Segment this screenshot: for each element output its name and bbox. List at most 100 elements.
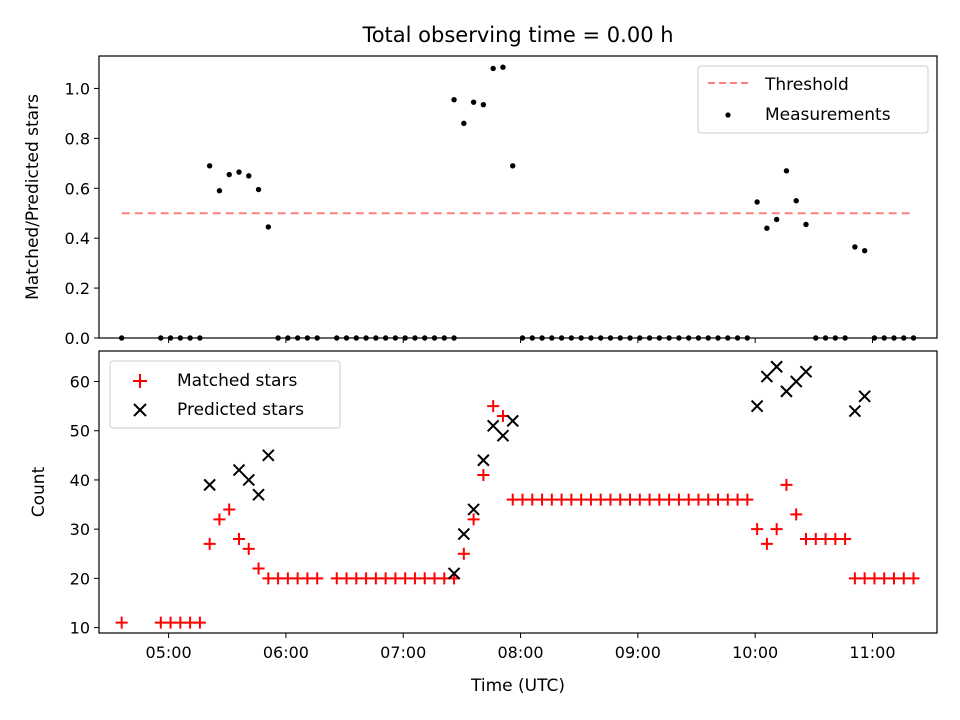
ratio-y-tick-label: 0.8 bbox=[65, 129, 90, 148]
predicted-star-point bbox=[457, 527, 471, 541]
matched-star-point bbox=[213, 513, 226, 526]
legend-threshold-label: Threshold bbox=[764, 75, 849, 95]
x-tick-label: 09:00 bbox=[615, 643, 661, 662]
measurement-point bbox=[226, 171, 232, 178]
predicted-star-point bbox=[790, 375, 803, 388]
matched-star-point bbox=[487, 400, 500, 413]
measurement-point bbox=[793, 198, 799, 204]
legend-matched-swatch bbox=[133, 374, 147, 388]
measurement-point bbox=[764, 225, 770, 231]
ratio-panel: 0.0 0.2 0.4 0.6 0.8 1.0 Matched/Predicted sta… bbox=[23, 55, 938, 348]
predicted-star-point bbox=[780, 385, 793, 398]
matched-star-point bbox=[780, 478, 793, 491]
predicted-star-point bbox=[760, 370, 774, 383]
matched-star-point bbox=[115, 616, 128, 629]
predicted-star-point bbox=[770, 360, 783, 373]
ratio-y-tick-label: 0.4 bbox=[65, 229, 90, 248]
count-y-axis-label: Count bbox=[29, 466, 49, 517]
matched-star-point bbox=[232, 533, 245, 545]
ratio-y-tick-label: 0.6 bbox=[65, 179, 90, 198]
predicted-star-point bbox=[467, 503, 480, 516]
measurement-point bbox=[470, 99, 477, 105]
legend-measurements-swatch bbox=[725, 112, 731, 118]
measurement-point bbox=[451, 96, 457, 103]
ratio-y-tick-label: 0.0 bbox=[65, 329, 90, 348]
ratio-y-axis-label: Matched/Predicted stars bbox=[23, 94, 43, 300]
predicted-star-point bbox=[750, 399, 764, 413]
predicted-star-point bbox=[252, 488, 265, 501]
predicted-star-point bbox=[242, 473, 255, 487]
count-y-tick-label: 30 bbox=[70, 520, 90, 539]
predicted-star-point bbox=[447, 567, 461, 580]
matched-star-point bbox=[907, 572, 920, 585]
matched-star-point bbox=[252, 562, 265, 575]
matched-star-point bbox=[839, 533, 852, 545]
measurement-point bbox=[206, 163, 213, 169]
count-y-tick-label: 40 bbox=[70, 471, 90, 490]
count-legend: Matched stars Predicted stars bbox=[109, 360, 341, 429]
measurement-point bbox=[773, 216, 780, 223]
measurement-point bbox=[500, 64, 506, 70]
x-tick-label: 08:00 bbox=[497, 643, 543, 662]
predicted-star-point bbox=[203, 478, 216, 492]
predicted-star-point bbox=[486, 419, 500, 433]
x-tick-label: 05:00 bbox=[146, 643, 192, 662]
predicted-star-point bbox=[506, 414, 519, 428]
count-y-tick-label: 10 bbox=[70, 619, 90, 638]
predicted-star-point bbox=[477, 454, 490, 467]
matched-star-point bbox=[457, 547, 470, 560]
predicted-star-point bbox=[262, 449, 275, 462]
matched-star-point bbox=[760, 537, 773, 550]
matched-star-point bbox=[477, 469, 490, 482]
ratio-legend-box bbox=[697, 65, 929, 134]
measurement-point bbox=[265, 224, 272, 230]
ratio-y-tick-label: 0.2 bbox=[65, 279, 90, 298]
measurement-point bbox=[255, 186, 262, 193]
legend-predicted-swatch bbox=[133, 403, 147, 417]
count-y-tick-label: 20 bbox=[70, 569, 90, 588]
measurement-point bbox=[236, 169, 242, 175]
measurement-point bbox=[490, 65, 496, 72]
predicted-star-point bbox=[232, 463, 246, 477]
matched-star-point bbox=[741, 493, 754, 506]
ratio-y-tick-label: 1.0 bbox=[65, 79, 90, 98]
matched-star-point bbox=[311, 572, 324, 585]
measurement-point bbox=[803, 221, 809, 228]
x-axis-label: Time (UTC) bbox=[470, 676, 565, 696]
predicted-star-point bbox=[799, 365, 813, 378]
legend-measurements-label: Measurements bbox=[765, 105, 891, 125]
predicted-star-point bbox=[848, 404, 862, 418]
matched-star-point bbox=[770, 523, 783, 536]
legend-predicted-label: Predicted stars bbox=[177, 400, 304, 420]
predicted-star-point bbox=[858, 390, 871, 403]
matched-star-point bbox=[223, 503, 236, 516]
measurement-point bbox=[783, 168, 790, 174]
x-tick-label: 10:00 bbox=[732, 643, 778, 662]
measurement-point bbox=[861, 247, 868, 254]
matched-star-point bbox=[790, 508, 803, 521]
measurement-point bbox=[852, 244, 858, 250]
measurement-point bbox=[461, 120, 467, 127]
count-plot-frame bbox=[98, 350, 938, 634]
legend-matched-label: Matched stars bbox=[177, 371, 297, 391]
count-panel: 10 20 30 40 50 60 05:00 06:00 07:00 08:00 09:00 10… bbox=[29, 350, 938, 696]
measurement-point bbox=[246, 173, 252, 179]
matched-star-point bbox=[242, 542, 255, 555]
ratio-plot-frame bbox=[98, 55, 938, 339]
x-tick-label: 11:00 bbox=[849, 643, 895, 662]
matched-star-point bbox=[193, 616, 206, 629]
measurement-point bbox=[510, 163, 516, 169]
chart-title: Total observing time = 0.00 h bbox=[361, 23, 673, 47]
count-legend-box bbox=[109, 360, 341, 429]
x-tick-label: 06:00 bbox=[263, 643, 309, 662]
matched-star-point bbox=[467, 513, 480, 526]
matched-star-point bbox=[203, 537, 216, 550]
x-tick-label: 07:00 bbox=[380, 643, 426, 662]
measurement-point bbox=[216, 188, 223, 194]
matched-star-point bbox=[751, 523, 764, 536]
measurement-point bbox=[480, 101, 487, 108]
predicted-star-point bbox=[496, 429, 510, 442]
count-y-tick-label: 50 bbox=[70, 422, 90, 441]
ratio-legend: Threshold Measurements bbox=[697, 65, 929, 134]
